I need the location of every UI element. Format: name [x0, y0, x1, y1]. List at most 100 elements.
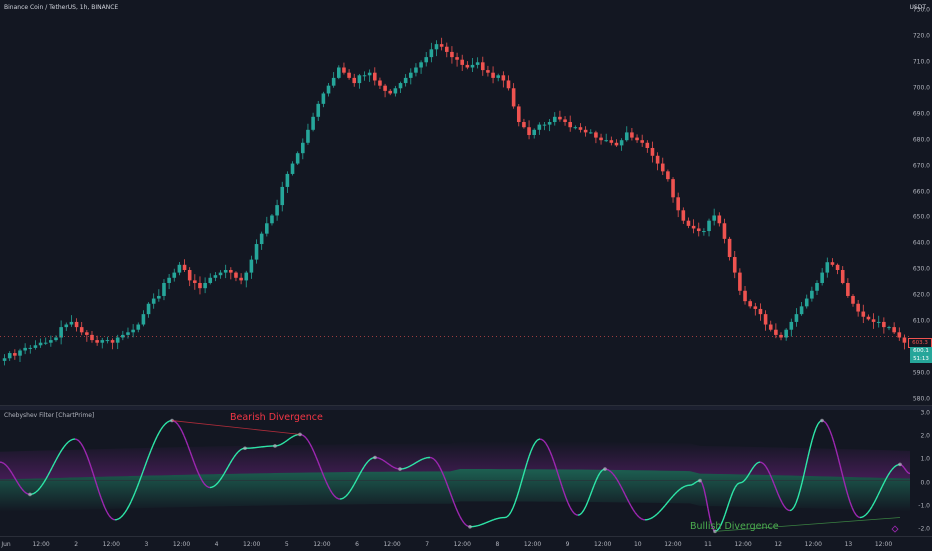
candle-body — [507, 80, 511, 88]
candle-body — [471, 65, 475, 68]
oscillator-segment — [639, 517, 641, 519]
candle-body — [450, 52, 454, 57]
oscillator-segment — [659, 510, 661, 512]
candle-body — [579, 127, 583, 130]
oscillator-segment — [586, 501, 588, 506]
candle-body — [203, 283, 207, 288]
oscillator-segment — [657, 512, 659, 514]
oscillator-segment — [176, 422, 178, 424]
time-tick-label: 12:00 — [594, 541, 611, 548]
price-tick-label: 720.0 — [913, 32, 930, 39]
signal-diamond — [892, 526, 898, 532]
oscillator-segment — [513, 503, 515, 508]
candle-body — [28, 348, 32, 349]
oscillator-segment — [62, 447, 64, 450]
candle-body — [152, 299, 156, 304]
candle-body — [805, 299, 809, 307]
pivot-dot — [273, 444, 277, 448]
candle-body — [779, 335, 783, 338]
oscillator-segment — [410, 465, 412, 466]
oscillator-chart[interactable] — [0, 409, 910, 536]
candle-body — [754, 306, 758, 309]
candle-body — [512, 88, 516, 106]
oscillator-segment — [182, 431, 184, 435]
oscillator-segment — [466, 525, 468, 526]
oscillator-segment — [629, 502, 631, 506]
candle-body — [388, 91, 392, 94]
oscillator-segment — [420, 459, 422, 460]
oscillator-segment — [637, 515, 639, 517]
time-tick-label: 12 — [774, 541, 782, 548]
candle-body — [795, 314, 799, 322]
candle-body — [651, 148, 655, 156]
price-tick-label: 590.0 — [913, 370, 930, 377]
candle-body — [394, 88, 398, 93]
candle-body — [502, 75, 506, 80]
oscillator-segment — [649, 518, 651, 519]
time-tick-label: 13 — [845, 541, 853, 548]
price-tick-label: 630.0 — [913, 266, 930, 273]
candle-body — [820, 273, 824, 283]
pivot-dot — [28, 493, 32, 497]
oscillator-segment — [381, 459, 383, 460]
oscillator-segment — [818, 421, 820, 424]
candle-body — [769, 325, 773, 330]
candle-body — [337, 68, 341, 78]
pivot-dot — [698, 479, 702, 483]
candle-body — [399, 83, 403, 88]
candle-body — [219, 273, 223, 276]
oscillator-segment — [125, 509, 127, 512]
candle-body — [49, 340, 53, 343]
oscillator-segment — [302, 435, 304, 436]
oscillator-segment — [790, 510, 792, 511]
oscillator-segment — [456, 508, 458, 513]
time-tick-label: 12:00 — [875, 541, 892, 548]
candle-body — [39, 343, 43, 346]
candle-body — [574, 127, 578, 128]
oscillator-segment — [685, 486, 687, 487]
price-chart[interactable] — [0, 0, 910, 405]
oscillator-segment — [708, 509, 710, 519]
oscillator-segment — [578, 515, 580, 516]
oscillator-segment — [395, 468, 397, 469]
time-tick-label: Jun — [1, 541, 10, 548]
candle-body — [306, 130, 310, 143]
oscillator-segment — [651, 517, 653, 518]
candle-body — [435, 44, 439, 49]
oscillator-segment — [574, 513, 576, 515]
candle-body — [491, 73, 495, 78]
candle-body — [136, 325, 140, 330]
candle-body — [615, 143, 619, 146]
oscillator-segment — [155, 437, 157, 441]
candle-body — [723, 223, 727, 239]
oscillator-segment — [832, 436, 834, 442]
oscillator-segment — [725, 509, 727, 515]
candle-body — [111, 340, 115, 343]
oscillator-segment — [393, 467, 395, 468]
time-tick-label: 6 — [355, 541, 359, 548]
candle-body — [147, 304, 151, 314]
price-tick-label: 610.0 — [913, 318, 930, 325]
candle-body — [75, 322, 79, 327]
oscillator-segment — [647, 519, 649, 520]
oscillator-segment — [542, 440, 544, 442]
candle-body — [95, 340, 99, 343]
candle-body — [538, 125, 542, 130]
oscillator-segment — [511, 508, 513, 512]
candle-body — [743, 291, 747, 301]
candle-body — [383, 86, 387, 91]
candle-body — [759, 309, 763, 314]
oscillator-segment — [854, 512, 856, 515]
oscillator-segment — [496, 518, 498, 519]
candle-body — [409, 73, 413, 78]
candle-body — [887, 327, 891, 328]
oscillator-segment — [178, 425, 180, 428]
candle-body — [44, 343, 48, 344]
pivot-dot — [820, 419, 824, 423]
oscillator-segment — [119, 517, 121, 518]
candle-body — [496, 75, 500, 78]
candle-body — [322, 93, 326, 103]
time-tick-label: 12:00 — [313, 541, 330, 548]
